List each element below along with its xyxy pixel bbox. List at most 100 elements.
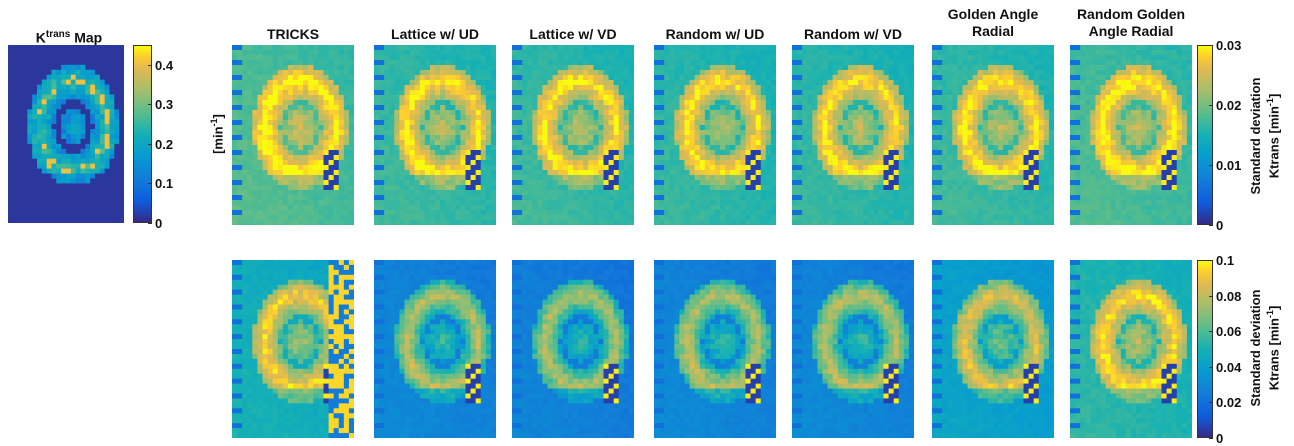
heatmap-cell: [695, 115, 701, 121]
heatmap-cell: [715, 90, 721, 96]
heatmap-cell: [27, 213, 32, 218]
heatmap-cell: [664, 125, 670, 131]
heatmap-cell: [105, 99, 110, 104]
heatmap-cell: [349, 70, 354, 76]
heatmap-cell: [481, 175, 487, 181]
heatmap-cell: [848, 125, 854, 131]
heatmap-cell: [76, 45, 81, 50]
heatmap-cell: [512, 130, 518, 136]
heatmap-cell: [278, 165, 284, 171]
heatmap-cell: [894, 70, 900, 76]
heatmap-cell: [37, 104, 42, 109]
heatmap-cell: [674, 50, 680, 56]
heatmap-cell: [629, 45, 634, 51]
heatmap-cell: [695, 170, 701, 176]
heatmap-cell: [303, 185, 309, 191]
heatmap-cell: [247, 45, 253, 51]
heatmap-cell: [389, 150, 395, 156]
heatmap-cell: [232, 175, 238, 181]
heatmap-cell: [32, 188, 37, 193]
heatmap-cell: [52, 114, 57, 119]
heatmap-cell: [420, 125, 426, 131]
heatmap-cell: [619, 120, 625, 126]
heatmap-cell: [695, 160, 701, 166]
heatmap-cell: [735, 120, 741, 126]
heatmap-cell: [740, 145, 746, 151]
heatmap-cell: [904, 60, 910, 66]
heatmap-cell: [573, 70, 579, 76]
heatmap-cell: [460, 85, 466, 91]
heatmap-cell: [61, 159, 66, 164]
heatmap-cell: [298, 110, 304, 116]
heatmap-cell: [679, 65, 685, 71]
heatmap-cell: [273, 110, 279, 116]
heatmap-cell: [553, 190, 559, 196]
heatmap-cell: [679, 70, 685, 76]
heatmap-cell: [735, 175, 741, 181]
heatmap-cell: [578, 185, 584, 191]
heatmap-cell: [268, 95, 274, 101]
heatmap-cell: [61, 70, 66, 75]
heatmap-cell: [476, 70, 482, 76]
heatmap-cell: [257, 110, 263, 116]
heatmap-cell: [532, 90, 538, 96]
heatmap-cell: [95, 45, 100, 50]
heatmap-cell: [308, 125, 314, 131]
heatmap-cell: [242, 80, 248, 86]
heatmap-cell: [537, 60, 543, 66]
heatmap-cell: [812, 70, 818, 76]
heatmap-cell: [705, 175, 711, 181]
heatmap-cell: [405, 220, 411, 225]
heatmap-cell: [288, 220, 294, 225]
heatmap-cell: [604, 95, 610, 101]
heatmap-cell: [797, 140, 803, 146]
heatmap-cell: [756, 185, 762, 191]
heatmap-cell: [318, 190, 324, 196]
heatmap-cell: [858, 115, 864, 121]
heatmap-cell: [614, 95, 620, 101]
heatmap-cell: [873, 125, 879, 131]
heatmap-cell: [303, 70, 309, 76]
heatmap-cell: [471, 220, 477, 225]
heatmap-cell: [527, 155, 533, 161]
heatmap-cell: [61, 50, 66, 55]
heatmap-cell: [420, 120, 426, 126]
heatmap-cell: [232, 220, 238, 225]
heatmap-cell: [522, 190, 528, 196]
heatmap-cell: [81, 70, 86, 75]
heatmap-cell: [455, 200, 461, 206]
heatmap-cell: [700, 220, 706, 225]
heatmap-cell: [843, 130, 849, 136]
heatmap-cell: [486, 185, 492, 191]
heatmap-cell: [863, 105, 869, 111]
heatmap-cell: [817, 170, 823, 176]
heatmap-cell: [863, 70, 869, 76]
heatmap-cell: [654, 145, 660, 151]
heatmap-cell: [52, 75, 57, 80]
heatmap-cell: [889, 60, 895, 66]
heatmap-cell: [18, 80, 23, 85]
heatmap-cell: [450, 185, 456, 191]
heatmap-cell: [76, 50, 81, 55]
heatmap-cell: [797, 120, 803, 126]
heatmap-cell: [420, 115, 426, 121]
heatmap-cell: [8, 50, 13, 55]
heatmap-cell: [242, 105, 248, 111]
heatmap-cell: [629, 80, 634, 86]
heatmap-cell: [313, 60, 319, 66]
heatmap-cell: [420, 185, 426, 191]
heatmap-cell: [435, 75, 441, 81]
heatmap-cell: [303, 140, 309, 146]
heatmap-cell: [853, 95, 859, 101]
heatmap-cell: [537, 145, 543, 151]
heatmap-cell: [394, 125, 400, 131]
heatmap-cell: [674, 160, 680, 166]
heatmap-cell: [659, 160, 665, 166]
heatmap-cell: [843, 135, 849, 141]
heatmap-cell: [119, 109, 124, 114]
heatmap-cell: [308, 135, 314, 141]
heatmap-cell: [399, 95, 405, 101]
heatmap-cell: [604, 195, 610, 201]
heatmap-cell: [13, 169, 18, 174]
heatmap-cell: [334, 220, 340, 225]
